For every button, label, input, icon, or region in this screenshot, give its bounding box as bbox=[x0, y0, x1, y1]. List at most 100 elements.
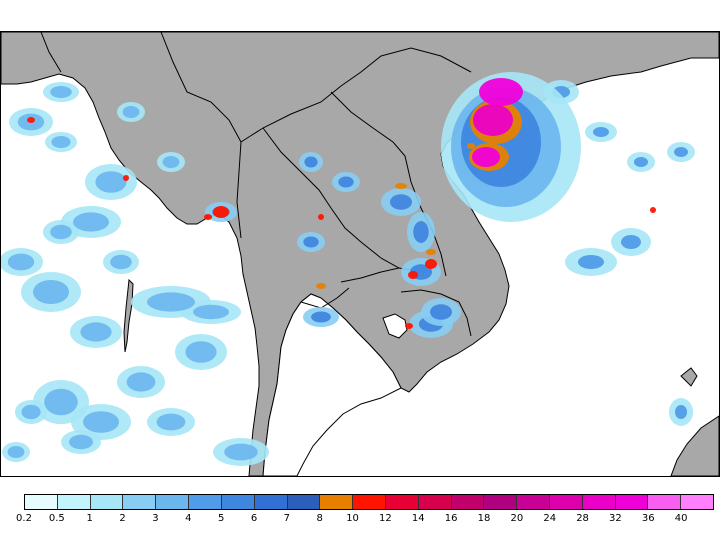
legend-tick-label: 10 bbox=[346, 513, 359, 524]
rain-cell bbox=[472, 147, 500, 167]
rain-cell bbox=[44, 388, 78, 416]
rain-cell bbox=[303, 236, 319, 248]
rain-cell bbox=[50, 86, 72, 98]
rain-cell bbox=[50, 224, 72, 240]
border-line bbox=[240, 47, 472, 143]
rain-cell bbox=[7, 446, 25, 458]
rain-cell bbox=[467, 143, 475, 149]
rain-cell bbox=[156, 413, 186, 431]
legend-tick-label: 7 bbox=[283, 513, 291, 524]
legend-tick-label: 18 bbox=[477, 513, 491, 524]
legend-tick-label: 40 bbox=[674, 513, 688, 524]
rain-cell bbox=[33, 280, 69, 304]
rain-cell bbox=[674, 147, 688, 157]
legend-swatch bbox=[582, 495, 616, 509]
legend-swatch bbox=[681, 495, 714, 509]
rain-cell bbox=[405, 323, 413, 329]
rain-cell bbox=[7, 253, 35, 271]
rain-cell bbox=[593, 127, 609, 137]
legend-tick-label: 8 bbox=[316, 513, 323, 524]
legend-swatch bbox=[221, 495, 255, 509]
legend-tick-label: 28 bbox=[576, 513, 589, 524]
rain-cell bbox=[426, 249, 436, 255]
rain-cell bbox=[413, 221, 429, 243]
rain-cell bbox=[479, 78, 523, 106]
rain-cell bbox=[395, 183, 407, 189]
palawan-land bbox=[680, 367, 698, 387]
legend-swatch bbox=[353, 495, 386, 509]
rain-cell bbox=[123, 175, 129, 181]
legend-swatch bbox=[385, 495, 419, 509]
legend-swatch bbox=[320, 495, 354, 509]
legend-swatch bbox=[156, 495, 190, 509]
rain-cell bbox=[110, 254, 132, 270]
legend-colorbar bbox=[24, 494, 714, 510]
tonle-sap-lake bbox=[382, 313, 408, 339]
border-line bbox=[300, 287, 350, 309]
legend-swatch bbox=[287, 495, 321, 509]
rain-cell bbox=[634, 157, 648, 167]
legend-swatch bbox=[418, 495, 452, 509]
legend-tick-label: 4 bbox=[185, 513, 192, 524]
legend-labels: 0.2 0.5 1 2 3 4 5 6 7 8 10 12 14 16 18 20 24 28 32 36 40 bbox=[16, 513, 714, 529]
border-line bbox=[40, 32, 62, 73]
legend-swatch bbox=[484, 495, 518, 509]
legend-tick-label: 3 bbox=[152, 513, 159, 524]
legend-tick-label: 0.5 bbox=[48, 513, 65, 524]
border-line bbox=[400, 289, 472, 337]
rain-cell bbox=[69, 434, 93, 450]
legend-swatch bbox=[254, 495, 288, 509]
rain-cell bbox=[122, 106, 140, 118]
legend-swatch bbox=[189, 495, 222, 509]
rain-cell bbox=[213, 206, 229, 218]
border-layer bbox=[40, 32, 472, 337]
legend-tick-label: 20 bbox=[510, 513, 524, 524]
legend-tick-label: 32 bbox=[609, 513, 622, 524]
legend-swatch bbox=[451, 495, 485, 509]
map-canvas bbox=[1, 32, 719, 476]
legend-tick-label: 5 bbox=[217, 513, 225, 524]
rain-cell bbox=[621, 235, 641, 249]
precipitation-layer bbox=[1, 72, 695, 466]
rain-cell bbox=[21, 404, 41, 420]
rain-cell bbox=[204, 214, 212, 220]
border-line bbox=[160, 32, 242, 239]
legend-swatch bbox=[615, 495, 649, 509]
rain-cell bbox=[430, 304, 452, 320]
rain-cell bbox=[318, 214, 324, 220]
rain-cell bbox=[126, 372, 156, 392]
rain-cell bbox=[578, 255, 604, 269]
rain-cell bbox=[27, 117, 35, 123]
rain-cell bbox=[338, 176, 354, 188]
rain-cell bbox=[675, 405, 687, 419]
legend-swatch bbox=[550, 495, 583, 509]
legend-tick-label: 0.2 bbox=[16, 513, 32, 524]
rain-cell bbox=[316, 283, 326, 289]
rain-cell bbox=[147, 292, 195, 312]
rain-cell bbox=[80, 322, 112, 342]
legend-swatch bbox=[90, 495, 124, 509]
rain-cell bbox=[311, 311, 331, 323]
rain-cell bbox=[185, 341, 217, 363]
rain-cell bbox=[425, 259, 437, 269]
legend-swatch bbox=[648, 495, 682, 509]
legend-tick-label: 6 bbox=[250, 513, 258, 524]
rain-cell bbox=[95, 171, 127, 193]
andaman-islands bbox=[123, 278, 134, 353]
rain-cell bbox=[473, 104, 513, 136]
legend-swatch bbox=[517, 495, 550, 509]
border-line bbox=[340, 267, 400, 283]
rain-cell bbox=[51, 136, 71, 148]
legend-tick-label: 36 bbox=[641, 513, 655, 524]
legend-tick-label: 16 bbox=[444, 513, 458, 524]
gulf-of-thailand bbox=[262, 293, 402, 476]
border-line bbox=[262, 127, 422, 273]
legend-swatch bbox=[25, 495, 58, 509]
border-line bbox=[330, 91, 447, 277]
legend-tick-label: 24 bbox=[543, 513, 557, 524]
rain-cell bbox=[304, 156, 318, 168]
legend-swatch bbox=[57, 495, 91, 509]
rain-cell bbox=[73, 212, 109, 232]
southeast-landmass bbox=[670, 415, 719, 476]
rain-cell bbox=[408, 271, 418, 279]
